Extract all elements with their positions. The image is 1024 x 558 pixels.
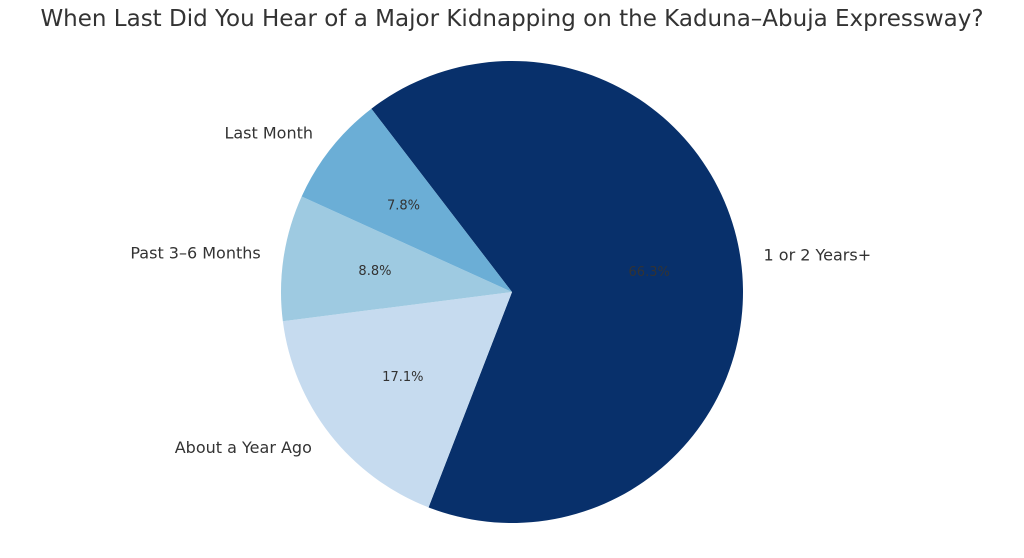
pie-pct-label-3: 7.8% xyxy=(387,198,420,213)
pie-labels: 66.3% 1 or 2 Years+ 17.1% About a Year Ago 8… xyxy=(130,123,871,457)
chart-title: When Last Did You Hear of a Major Kidnap… xyxy=(40,6,984,32)
pie-category-label-0: 1 or 2 Years+ xyxy=(764,245,872,264)
pie-slice-3 xyxy=(301,108,512,292)
pie-pct-label-1: 17.1% xyxy=(382,370,423,385)
pie-slice-0 xyxy=(371,60,744,524)
pie-pct-label-2: 8.8% xyxy=(358,264,391,279)
pie-category-label-1: About a Year Ago xyxy=(175,438,312,457)
pie-category-label-2: Past 3–6 Months xyxy=(130,244,260,263)
pie-slice-1 xyxy=(282,292,512,508)
pie-pct-label-0: 66.3% xyxy=(629,265,670,280)
pie-category-label-3: Last Month xyxy=(224,123,313,142)
pie-slice-2 xyxy=(281,196,512,322)
pie-slices xyxy=(281,60,744,524)
